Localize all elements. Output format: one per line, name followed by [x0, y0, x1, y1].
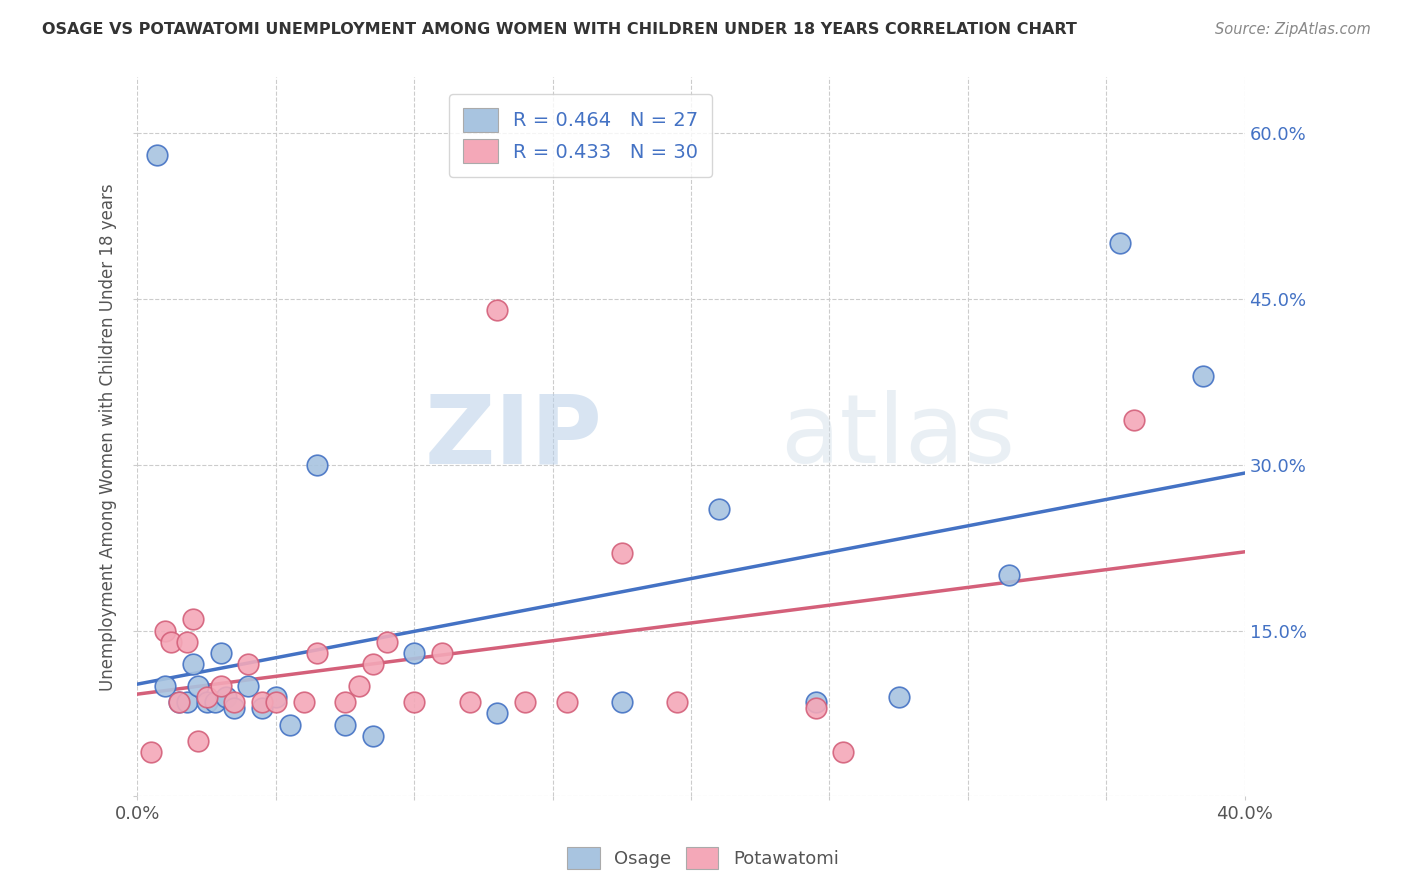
Point [146, 148, 169, 162]
Point [209, 679, 232, 693]
Point [347, 679, 370, 693]
Legend: Osage, Potawatomi: Osage, Potawatomi [558, 838, 848, 879]
Point [361, 729, 384, 743]
Point [195, 690, 218, 704]
Point [278, 717, 301, 731]
Point [250, 701, 273, 715]
Y-axis label: Unemployment Among Women with Children Under 18 years: Unemployment Among Women with Children U… [100, 183, 117, 690]
Point [486, 302, 509, 317]
Point [167, 695, 190, 709]
Point [181, 657, 204, 671]
Point [153, 679, 176, 693]
Point [224, 695, 246, 709]
Point [195, 695, 218, 709]
Point [176, 634, 198, 648]
Point [486, 706, 509, 721]
Point [610, 546, 633, 560]
Point [430, 646, 453, 660]
Point [998, 568, 1021, 582]
Point [141, 745, 163, 759]
Point [804, 695, 827, 709]
Point [707, 501, 730, 516]
Point [187, 679, 209, 693]
Point [181, 612, 204, 626]
Legend: R = 0.464   N = 27, R = 0.433   N = 30: R = 0.464 N = 27, R = 0.433 N = 30 [449, 95, 711, 177]
Point [887, 690, 910, 704]
Point [333, 717, 356, 731]
Text: OSAGE VS POTAWATOMI UNEMPLOYMENT AMONG WOMEN WITH CHILDREN UNDER 18 YEARS CORREL: OSAGE VS POTAWATOMI UNEMPLOYMENT AMONG W… [42, 22, 1077, 37]
Point [804, 701, 827, 715]
Point [238, 679, 260, 693]
Point [292, 695, 315, 709]
Point [307, 646, 329, 660]
Point [238, 657, 260, 671]
Point [832, 745, 855, 759]
Point [610, 695, 633, 709]
Point [204, 695, 226, 709]
Point [264, 695, 287, 709]
Point [513, 695, 536, 709]
Point [215, 690, 238, 704]
Point [159, 634, 181, 648]
Point [458, 695, 481, 709]
Text: atlas: atlas [780, 391, 1015, 483]
Point [666, 695, 689, 709]
Point [250, 695, 273, 709]
Text: Source: ZipAtlas.com: Source: ZipAtlas.com [1215, 22, 1371, 37]
Point [153, 624, 176, 638]
Point [555, 695, 578, 709]
Point [209, 646, 232, 660]
Point [404, 646, 426, 660]
Point [167, 695, 190, 709]
Text: ZIP: ZIP [425, 391, 603, 483]
Point [224, 701, 246, 715]
Point [333, 695, 356, 709]
Point [361, 657, 384, 671]
Point [187, 734, 209, 748]
Point [404, 695, 426, 709]
Point [176, 695, 198, 709]
Point [264, 690, 287, 704]
Point [1192, 369, 1215, 384]
Point [375, 634, 398, 648]
Point [1122, 413, 1144, 427]
Point [307, 458, 329, 472]
Point [1109, 236, 1132, 251]
